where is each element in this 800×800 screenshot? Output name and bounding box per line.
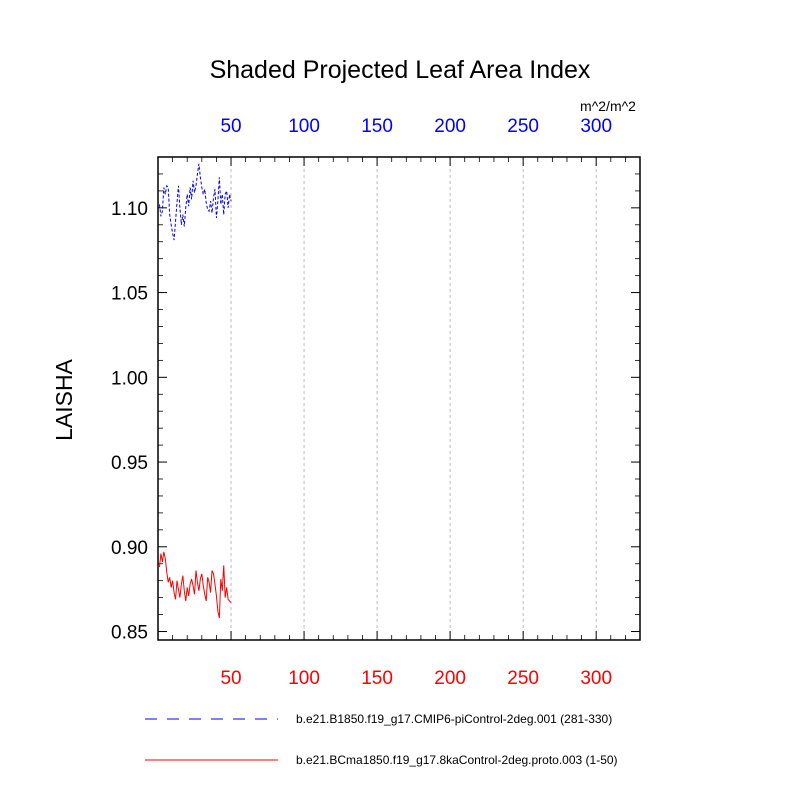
y-tick-label-2: 0.95 (111, 453, 148, 474)
series-lines (158, 163, 232, 619)
y-tick-label-0: 0.85 (111, 623, 148, 644)
units-label: m^2/m^2 (580, 98, 636, 114)
y-tick-label-5: 1.10 (111, 199, 148, 220)
x-tick-label-bottom-200: 200 (434, 668, 466, 689)
x-tick-label-top-250: 250 (507, 116, 539, 137)
x-tick-label-bottom-300: 300 (580, 668, 612, 689)
y-tick-label-4: 1.05 (111, 284, 148, 305)
legend-label-piControl: b.e21.B1850.f19_g17.CMIP6-piControl-2deg… (296, 712, 612, 726)
legend: b.e21.B1850.f19_g17.CMIP6-piControl-2deg… (145, 712, 618, 767)
tick-labels: 50 50 100 100 150 150 200 200 250 250 300 300 0.85 0.… (111, 116, 612, 689)
x-tick-label-bottom-250: 250 (507, 668, 539, 689)
legend-label-8kaControl: b.e21.BCma1850.f19_g17.8kaControl-2deg.p… (296, 753, 618, 767)
x-tick-label-bottom-50: 50 (220, 668, 241, 689)
y-tick-label-3: 1.00 (111, 368, 148, 389)
chart-title: Shaded Projected Leaf Area Index (210, 56, 591, 84)
x-tick-label-bottom-100: 100 (288, 668, 320, 689)
series-line-0 (158, 163, 232, 241)
series-line-1 (158, 551, 232, 619)
x-tick-label-top-200: 200 (434, 116, 466, 137)
plot-frame (157, 156, 641, 641)
x-tick-label-top-50: 50 (220, 116, 241, 137)
x-tick-label-top-150: 150 (361, 116, 393, 137)
grid-lines (230, 157, 597, 640)
y-tick-label-1: 0.90 (111, 538, 148, 559)
x-tick-label-top-100: 100 (288, 116, 320, 137)
x-tick-label-bottom-150: 150 (361, 668, 393, 689)
y-axis-title: LAISHA (51, 358, 77, 440)
x-tick-label-top-300: 300 (580, 116, 612, 137)
axis-ticks (158, 157, 640, 640)
